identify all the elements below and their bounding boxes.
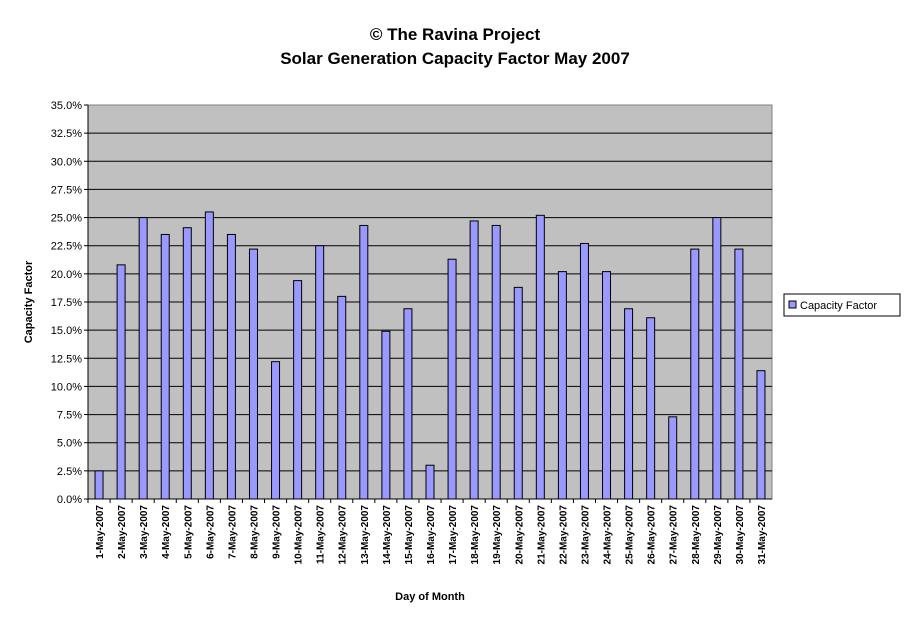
y-tick-label: 15.0%	[51, 325, 82, 337]
y-tick-label: 5.0%	[57, 438, 82, 450]
bar-13	[359, 224, 369, 500]
x-tick-label: 23-May-2007	[580, 505, 591, 565]
bar-8	[248, 248, 258, 500]
x-tick-label: 1-May-2007	[95, 505, 106, 559]
bar-25	[624, 308, 634, 500]
y-axis-label: Capacity Factor	[23, 260, 35, 343]
y-tick-label: 25.0%	[51, 213, 82, 225]
bar-1	[94, 470, 104, 500]
x-tick-label: 21-May-2007	[536, 505, 547, 565]
y-tick-label: 0.0%	[57, 494, 82, 506]
x-tick-label: 14-May-2007	[382, 505, 393, 565]
x-tick-label: 29-May-2007	[713, 505, 724, 565]
y-tick-label: 22.5%	[51, 241, 82, 253]
bar-23	[579, 242, 589, 500]
y-tick-label: 17.5%	[51, 297, 82, 309]
x-tick-label: 16-May-2007	[426, 505, 437, 565]
x-tick-label: 18-May-2007	[470, 505, 481, 565]
y-tick-label: 12.5%	[51, 353, 82, 365]
y-tick-label: 7.5%	[57, 410, 82, 422]
y-tick-label: 35.0%	[51, 100, 82, 112]
bar-17	[447, 258, 457, 500]
x-tick-label: 12-May-2007	[338, 505, 349, 565]
x-tick-label: 25-May-2007	[625, 505, 636, 565]
x-tick-label: 13-May-2007	[360, 505, 371, 565]
bar-10	[293, 280, 303, 500]
x-tick-label: 31-May-2007	[757, 505, 768, 565]
x-tick-label: 4-May-2007	[161, 505, 172, 559]
bar-27	[668, 416, 678, 500]
bar-21	[535, 214, 545, 500]
x-tick-label: 10-May-2007	[294, 505, 305, 565]
bar-12	[337, 295, 347, 500]
x-tick-label: 17-May-2007	[448, 505, 459, 565]
bar-2	[116, 264, 126, 500]
y-tick-label: 10.0%	[51, 381, 82, 393]
bar-30	[734, 248, 744, 500]
bar-3	[138, 217, 148, 500]
bar-7	[226, 233, 236, 500]
x-tick-label: 24-May-2007	[603, 505, 614, 565]
bar-16	[425, 464, 435, 500]
x-tick-label: 3-May-2007	[139, 505, 150, 559]
x-tick-label: 6-May-2007	[205, 505, 216, 559]
x-tick-label: 5-May-2007	[183, 505, 194, 559]
bar-29	[712, 217, 722, 500]
legend-swatch	[788, 300, 797, 309]
legend: Capacity Factor	[783, 293, 901, 317]
y-tick-label: 32.5%	[51, 128, 82, 140]
x-tick-label: 2-May-2007	[117, 505, 128, 559]
x-tick-label: 11-May-2007	[316, 505, 327, 564]
bar-15	[403, 308, 413, 500]
bar-20	[513, 286, 523, 500]
bar-19	[491, 224, 501, 500]
bar-5	[182, 227, 192, 500]
y-tick-label: 20.0%	[51, 269, 82, 281]
y-tick-label: 27.5%	[51, 184, 82, 196]
bar-18	[469, 220, 479, 500]
bar-9	[271, 361, 281, 500]
x-tick-label: 7-May-2007	[227, 505, 238, 559]
x-tick-label: 9-May-2007	[272, 505, 283, 559]
bar-26	[646, 317, 656, 500]
x-tick-label: 26-May-2007	[647, 505, 658, 565]
bar-22	[557, 271, 567, 500]
bar-28	[690, 248, 700, 500]
x-tick-label: 8-May-2007	[249, 505, 260, 559]
x-tick-label: 28-May-2007	[691, 505, 702, 565]
bar-11	[315, 245, 325, 500]
bar-6	[204, 211, 214, 500]
bar-14	[381, 330, 391, 500]
y-tick-label: 30.0%	[51, 156, 82, 168]
x-tick-label: 20-May-2007	[514, 505, 525, 565]
x-axis-label: Day of Month	[395, 591, 465, 603]
legend-label: Capacity Factor	[800, 300, 877, 312]
bar-4	[160, 233, 170, 500]
chart-title: © The Ravina Project	[370, 25, 541, 44]
x-tick-label: 30-May-2007	[735, 505, 746, 565]
x-tick-label: 19-May-2007	[492, 505, 503, 565]
x-tick-label: 15-May-2007	[404, 505, 415, 565]
chart-subtitle: Solar Generation Capacity Factor May 200…	[280, 49, 630, 68]
x-tick-label: 22-May-2007	[558, 505, 569, 565]
y-tick-label: 2.5%	[57, 466, 82, 478]
bar-24	[602, 271, 612, 500]
bar-31	[756, 370, 766, 500]
x-tick-label: 27-May-2007	[669, 505, 680, 565]
